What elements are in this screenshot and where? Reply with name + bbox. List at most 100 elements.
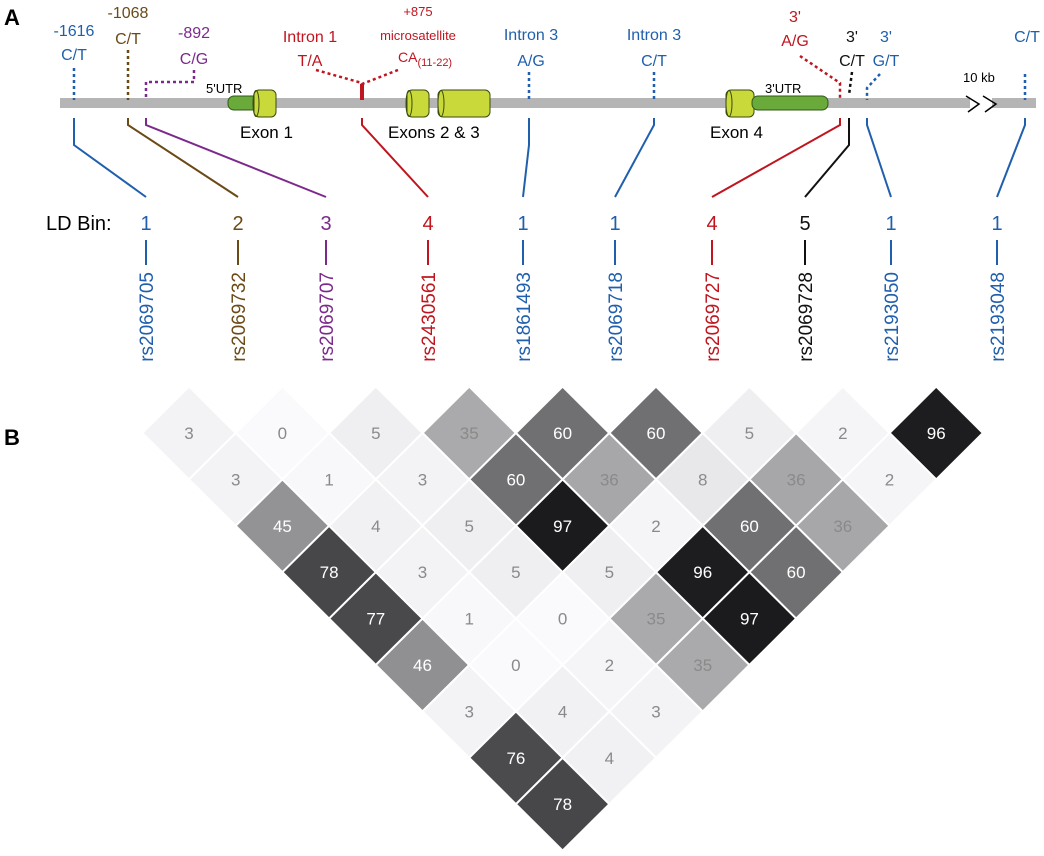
- gap-label: 10 kb: [963, 70, 995, 85]
- snp-annotation-line: A/G: [517, 53, 545, 70]
- ld-cell-value: 60: [787, 563, 806, 582]
- rs-label: rs2069732: [229, 272, 250, 362]
- snp-annotation-line: C/T: [115, 31, 141, 48]
- snp-rs1861493: Intron 3 A/G 1 rs1861493: [504, 27, 558, 362]
- snp-rs2193050: 3' G/T 1 rs2193050: [865, 29, 903, 362]
- snp-annotation-line: C/G: [180, 51, 208, 68]
- snp-annotation-line: -1068: [108, 5, 149, 22]
- ld-cell-value: 0: [558, 610, 567, 629]
- ld-cell-value: 60: [740, 517, 759, 536]
- snp-annotation-line: A/G: [781, 33, 809, 50]
- snp-annotation-line: Intron 1: [283, 29, 337, 46]
- ld-cell-value: 5: [605, 563, 614, 582]
- snp-annotation-line: 3': [789, 9, 801, 26]
- ld-bin-value: 1: [140, 213, 151, 235]
- ld-cell-value: 36: [600, 470, 619, 489]
- snp-rs2069705: -1616 C/T 1 rs2069705: [54, 23, 158, 362]
- rs-label: rs2430561: [419, 272, 440, 362]
- snp-annotations: -1616C/T1rs2069705-1068C/T2rs2069732-892…: [54, 5, 1041, 362]
- snp-annotation-line: C/T: [839, 53, 865, 70]
- snp-annotation-line: Intron 3: [627, 27, 681, 44]
- ld-cell-value: 36: [787, 470, 806, 489]
- exon1-cap: [252, 90, 260, 117]
- rs-label: rs2193050: [882, 272, 903, 362]
- snp-connector: [804, 118, 850, 198]
- ld-cell-value: 2: [605, 656, 614, 675]
- snp-marker: [799, 54, 842, 100]
- ld-cell-value: 36: [833, 517, 852, 536]
- ld-cell-value: 8: [698, 470, 707, 489]
- rs-label: rs2069727: [703, 272, 724, 362]
- snp-annotation-line: C/T: [61, 47, 87, 64]
- snp-connector: [614, 118, 655, 198]
- ld-cell-value: 97: [553, 517, 572, 536]
- ld-bin-label: LD Bin:: [46, 213, 112, 235]
- ld-cell-value: 2: [885, 470, 894, 489]
- ld-cell-value: 4: [605, 749, 614, 768]
- snp-connector: [361, 118, 429, 198]
- ld-cell-value: 45: [273, 517, 292, 536]
- snp-marker: [144, 70, 196, 100]
- ld-bin-value: 1: [517, 213, 528, 235]
- ld-cell-value: 4: [558, 702, 567, 721]
- ld-bin-value: 2: [232, 213, 243, 235]
- ld-bin-value: 1: [609, 213, 620, 235]
- panel-b-letter: B: [4, 425, 20, 450]
- snp-rs2069732: -1068 C/T 2 rs2069732: [108, 5, 250, 362]
- ld-cell-value: 3: [231, 470, 240, 489]
- exon4-label: Exon 4: [710, 123, 763, 142]
- snp-connector: [996, 118, 1026, 198]
- ld-cell-value: 1: [464, 610, 473, 629]
- ld-cell-value: 77: [366, 610, 385, 629]
- snp-marker: [865, 73, 881, 100]
- microsatellite-range: (11-22): [417, 57, 452, 69]
- snp-connector: [522, 118, 530, 198]
- snp-annotation-line: Intron 3: [504, 27, 558, 44]
- ld-cell-value: 3: [418, 470, 427, 489]
- rs-label: rs2069707: [317, 272, 338, 362]
- rs-label: rs1861493: [514, 272, 535, 362]
- ld-bin-value: 5: [799, 213, 810, 235]
- microsatellite-pointer: [361, 68, 399, 86]
- ld-cell-value: 3: [651, 702, 660, 721]
- ld-cell-value: 35: [693, 656, 712, 675]
- ld-cell-value: 4: [371, 517, 380, 536]
- ld-cell-value: 46: [413, 656, 432, 675]
- snp-annotation-line: T/A: [298, 53, 323, 70]
- ld-cell-value: 5: [464, 517, 473, 536]
- utr5-label: 5'UTR: [206, 81, 242, 96]
- snp-connector: [127, 118, 239, 198]
- exons23-label: Exons 2 & 3: [388, 123, 480, 142]
- rs-label: rs2069718: [606, 272, 627, 362]
- snp-connector: [145, 118, 327, 198]
- ld-cell-value: 35: [460, 424, 479, 443]
- exon4-block: [725, 89, 755, 118]
- exon1-block: [253, 89, 277, 118]
- ld-cell-value: 2: [838, 424, 847, 443]
- microsatellite-label: microsatellite: [380, 28, 456, 43]
- exon3-block: [437, 89, 491, 118]
- ld-cell-value: 1: [324, 470, 333, 489]
- snp-annotation-line: G/T: [873, 53, 900, 70]
- snp-annotation-line: 3': [846, 29, 858, 46]
- snp-annotation-line: 3': [880, 29, 892, 46]
- microsatellite-ca: CA: [398, 49, 418, 65]
- ld-cell-value: 96: [693, 563, 712, 582]
- gene-structure: 5'UTR Exon 1 Exons 2 & 3 3'UTR Exon 4: [206, 81, 829, 142]
- ld-cell-value: 78: [320, 563, 339, 582]
- ld-bin-value: 4: [706, 213, 717, 235]
- exon2-block: [406, 89, 430, 118]
- exon1-label: Exon 1: [240, 123, 293, 142]
- ld-cell-value: 60: [553, 424, 572, 443]
- microsatellite-repeat: CA(11-22): [398, 49, 452, 69]
- snp-rs2069728: 3' C/T 5 rs2069728: [796, 29, 865, 362]
- gap-break-icon: [965, 95, 998, 113]
- snp-annotation-line: C/T: [641, 53, 667, 70]
- snp-connector: [711, 118, 841, 198]
- snp-marker: [847, 71, 854, 96]
- utr3-label: 3'UTR: [765, 81, 801, 96]
- ld-cell-value: 60: [647, 424, 666, 443]
- ld-cell: 78: [514, 756, 611, 853]
- ld-bin-value: 4: [422, 213, 433, 235]
